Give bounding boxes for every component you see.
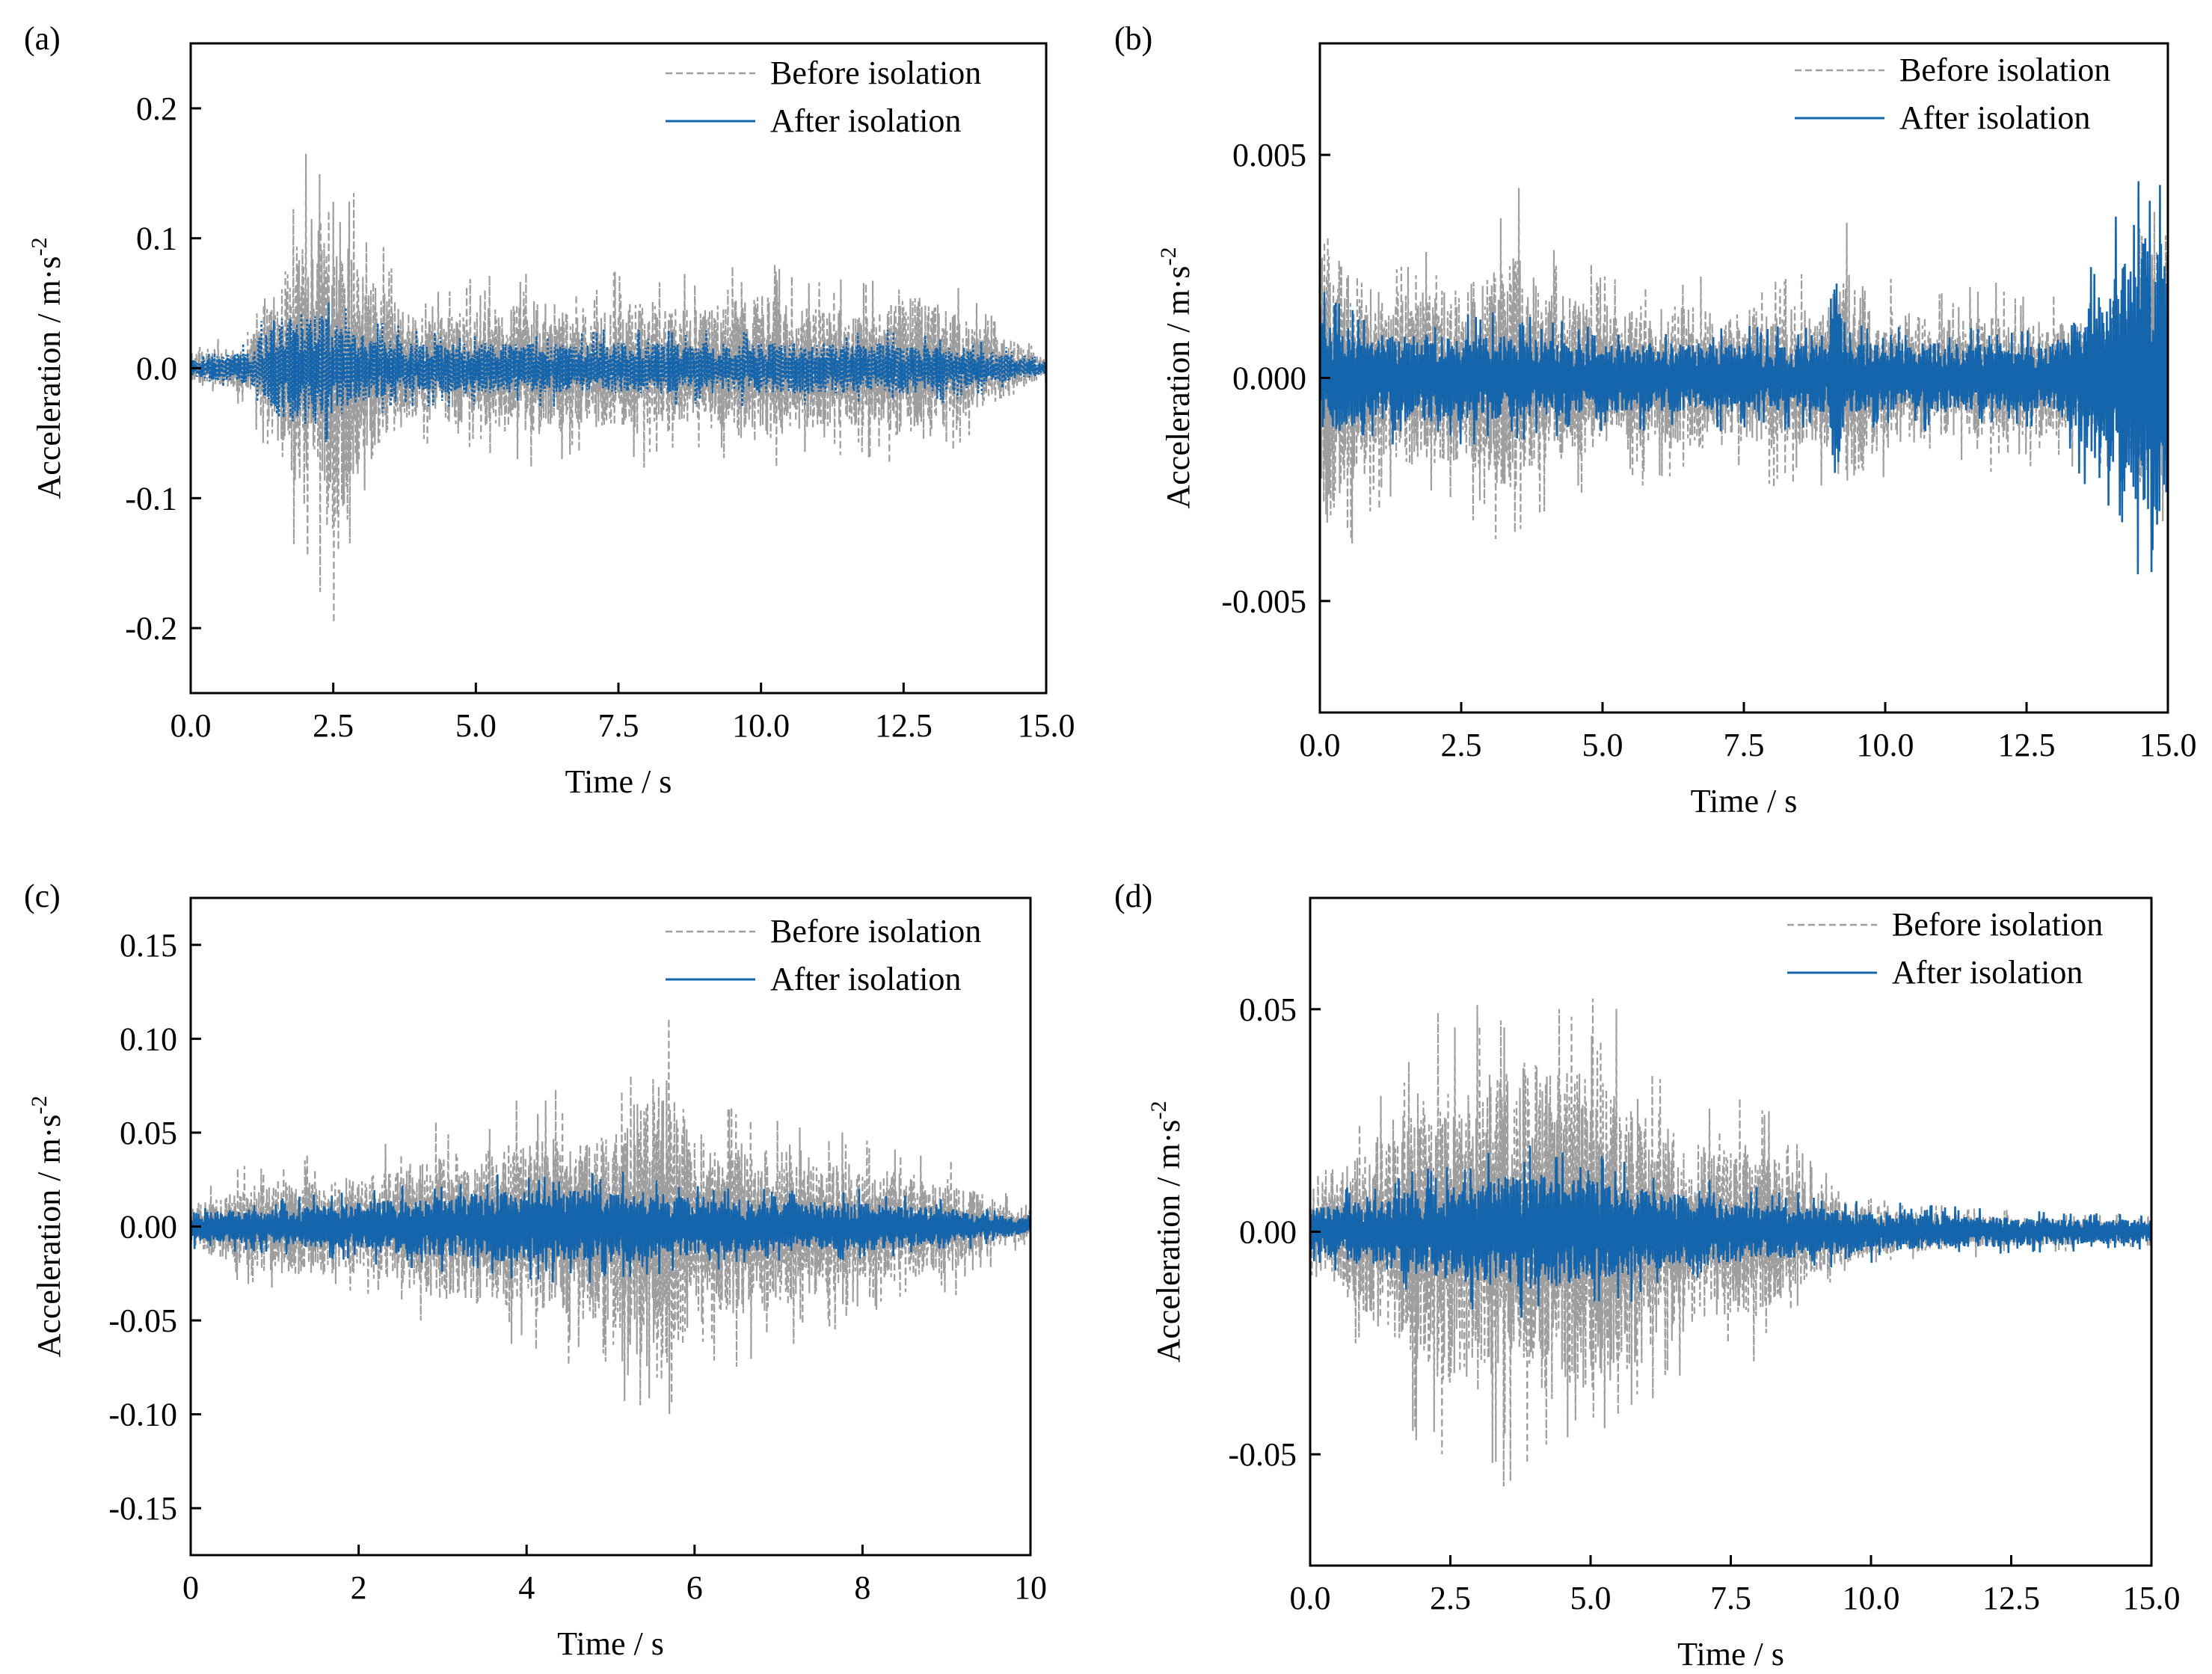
legend-label-after: After isolation [770, 102, 961, 139]
y-axis-label: Acceleration / m·s-2 [27, 1096, 67, 1358]
x-tick-label: 2.5 [1441, 727, 1482, 763]
y-tick-label: 0.10 [120, 1021, 177, 1057]
y-tick-label: -0.2 [125, 610, 177, 647]
y-tick-label: 0.05 [120, 1115, 177, 1151]
x-axis-label: Time / s [1691, 783, 1798, 819]
x-tick-label: 5.0 [1582, 727, 1623, 763]
x-axis-label: Time / s [565, 763, 672, 800]
x-tick-label: 2.5 [313, 707, 354, 744]
x-tick-label: 2 [351, 1569, 367, 1606]
x-tick-label: 15.0 [2139, 727, 2197, 763]
y-axis-label: Acceleration / m·s-2 [27, 238, 67, 499]
x-tick-label: 10 [1014, 1569, 1047, 1606]
legend-label-before: Before isolation [1892, 906, 2103, 943]
x-tick-label: 0.0 [1300, 727, 1341, 763]
x-tick-label: 10.0 [1857, 727, 1914, 763]
chart-panel-b: 0.0 2.5 5.0 7.5 10.0 12.5 15.0 -0.005 0.000 0.005… [1114, 20, 2197, 819]
y-tick-label: 0.2 [136, 90, 177, 127]
x-tick-label: 7.5 [1710, 1580, 1751, 1616]
y-tick-label: 0.000 [1232, 360, 1306, 397]
y-tick-label: -0.15 [108, 1490, 177, 1527]
x-tick-label: 10.0 [1843, 1580, 1900, 1616]
x-tick-label: 0 [182, 1569, 199, 1606]
x-axis-label: Time / s [557, 1625, 664, 1662]
y-tick-label: -0.05 [108, 1302, 177, 1339]
y-tick-label: 0.05 [1239, 991, 1297, 1028]
series-line-before [191, 153, 1046, 624]
legend: Before isolation After isolation [666, 55, 981, 139]
y-tick-label: -0.005 [1221, 583, 1306, 620]
x-tick-label: 5.0 [455, 707, 497, 744]
x-tick-label: 7.5 [1724, 727, 1765, 763]
panel-label: (b) [1114, 20, 1152, 57]
y-tick-label: 0.1 [136, 221, 177, 257]
y-tick-label: -0.1 [125, 480, 177, 517]
y-axis-label: Acceleration / m·s-2 [1146, 1101, 1187, 1363]
x-tick-label: 6 [686, 1569, 703, 1606]
x-tick-label: 5.0 [1570, 1580, 1612, 1616]
y-tick-label: -0.10 [108, 1397, 177, 1433]
y-tick-label: 0.00 [1239, 1214, 1297, 1251]
x-tick-label: 7.5 [598, 707, 639, 744]
x-tick-label: 0.0 [170, 707, 212, 744]
series-line-after [191, 302, 1046, 443]
x-tick-label: 4 [518, 1569, 535, 1606]
legend: Before isolation After isolation [1795, 52, 2110, 136]
legend-label-after: After isolation [1899, 99, 2090, 136]
series-line-after [1310, 1145, 2151, 1318]
legend: Before isolation After isolation [1787, 906, 2103, 991]
y-tick-label: 0.0 [136, 351, 177, 387]
y-tick-label: -0.05 [1228, 1436, 1297, 1473]
x-tick-label: 12.5 [875, 707, 933, 744]
legend-label-before: Before isolation [770, 913, 981, 950]
legend: Before isolation After isolation [666, 913, 981, 997]
x-tick-label: 15.0 [2123, 1580, 2181, 1616]
panel-label: (a) [24, 20, 61, 57]
panel-label: (d) [1114, 878, 1152, 914]
series-line-before [1310, 998, 2151, 1487]
x-tick-label: 10.0 [732, 707, 790, 744]
x-tick-label: 0.0 [1290, 1580, 1331, 1616]
legend-label-after: After isolation [770, 961, 961, 997]
y-axis-label: Acceleration / m·s-2 [1156, 247, 1196, 509]
x-tick-label: 8 [854, 1569, 870, 1606]
x-tick-label: 2.5 [1430, 1580, 1471, 1616]
legend-label-before: Before isolation [770, 55, 981, 91]
legend-label-before: Before isolation [1899, 52, 2110, 88]
x-tick-label: 12.5 [1982, 1580, 2040, 1616]
x-tick-label: 12.5 [1998, 727, 2056, 763]
y-tick-label: 0.15 [120, 927, 177, 964]
chart-panel-d: 0.0 2.5 5.0 7.5 10.0 12.5 15.0 -0.05 0.00 0.05 Tim… [1114, 878, 2181, 1673]
y-tick-label: 0.00 [120, 1209, 177, 1246]
chart-panel-c: 0 2 4 6 8 10 -0.15 -0.10 -0.05 0.00 0.05 0.10 0.15 Ti… [24, 878, 1047, 1662]
x-tick-label: 15.0 [1018, 707, 1075, 744]
x-axis-label: Time / s [1677, 1636, 1784, 1673]
legend-label-after: After isolation [1892, 954, 2083, 991]
series-line-after [1320, 181, 2168, 575]
panel-label: (c) [24, 878, 61, 914]
y-tick-label: 0.005 [1232, 137, 1306, 173]
series-line-after [191, 1172, 1030, 1283]
chart-panel-a: 0.0 2.5 5.0 7.5 10.0 12.5 15.0 -0.2 -0.1 0.0 0.1 0.… [24, 20, 1075, 800]
